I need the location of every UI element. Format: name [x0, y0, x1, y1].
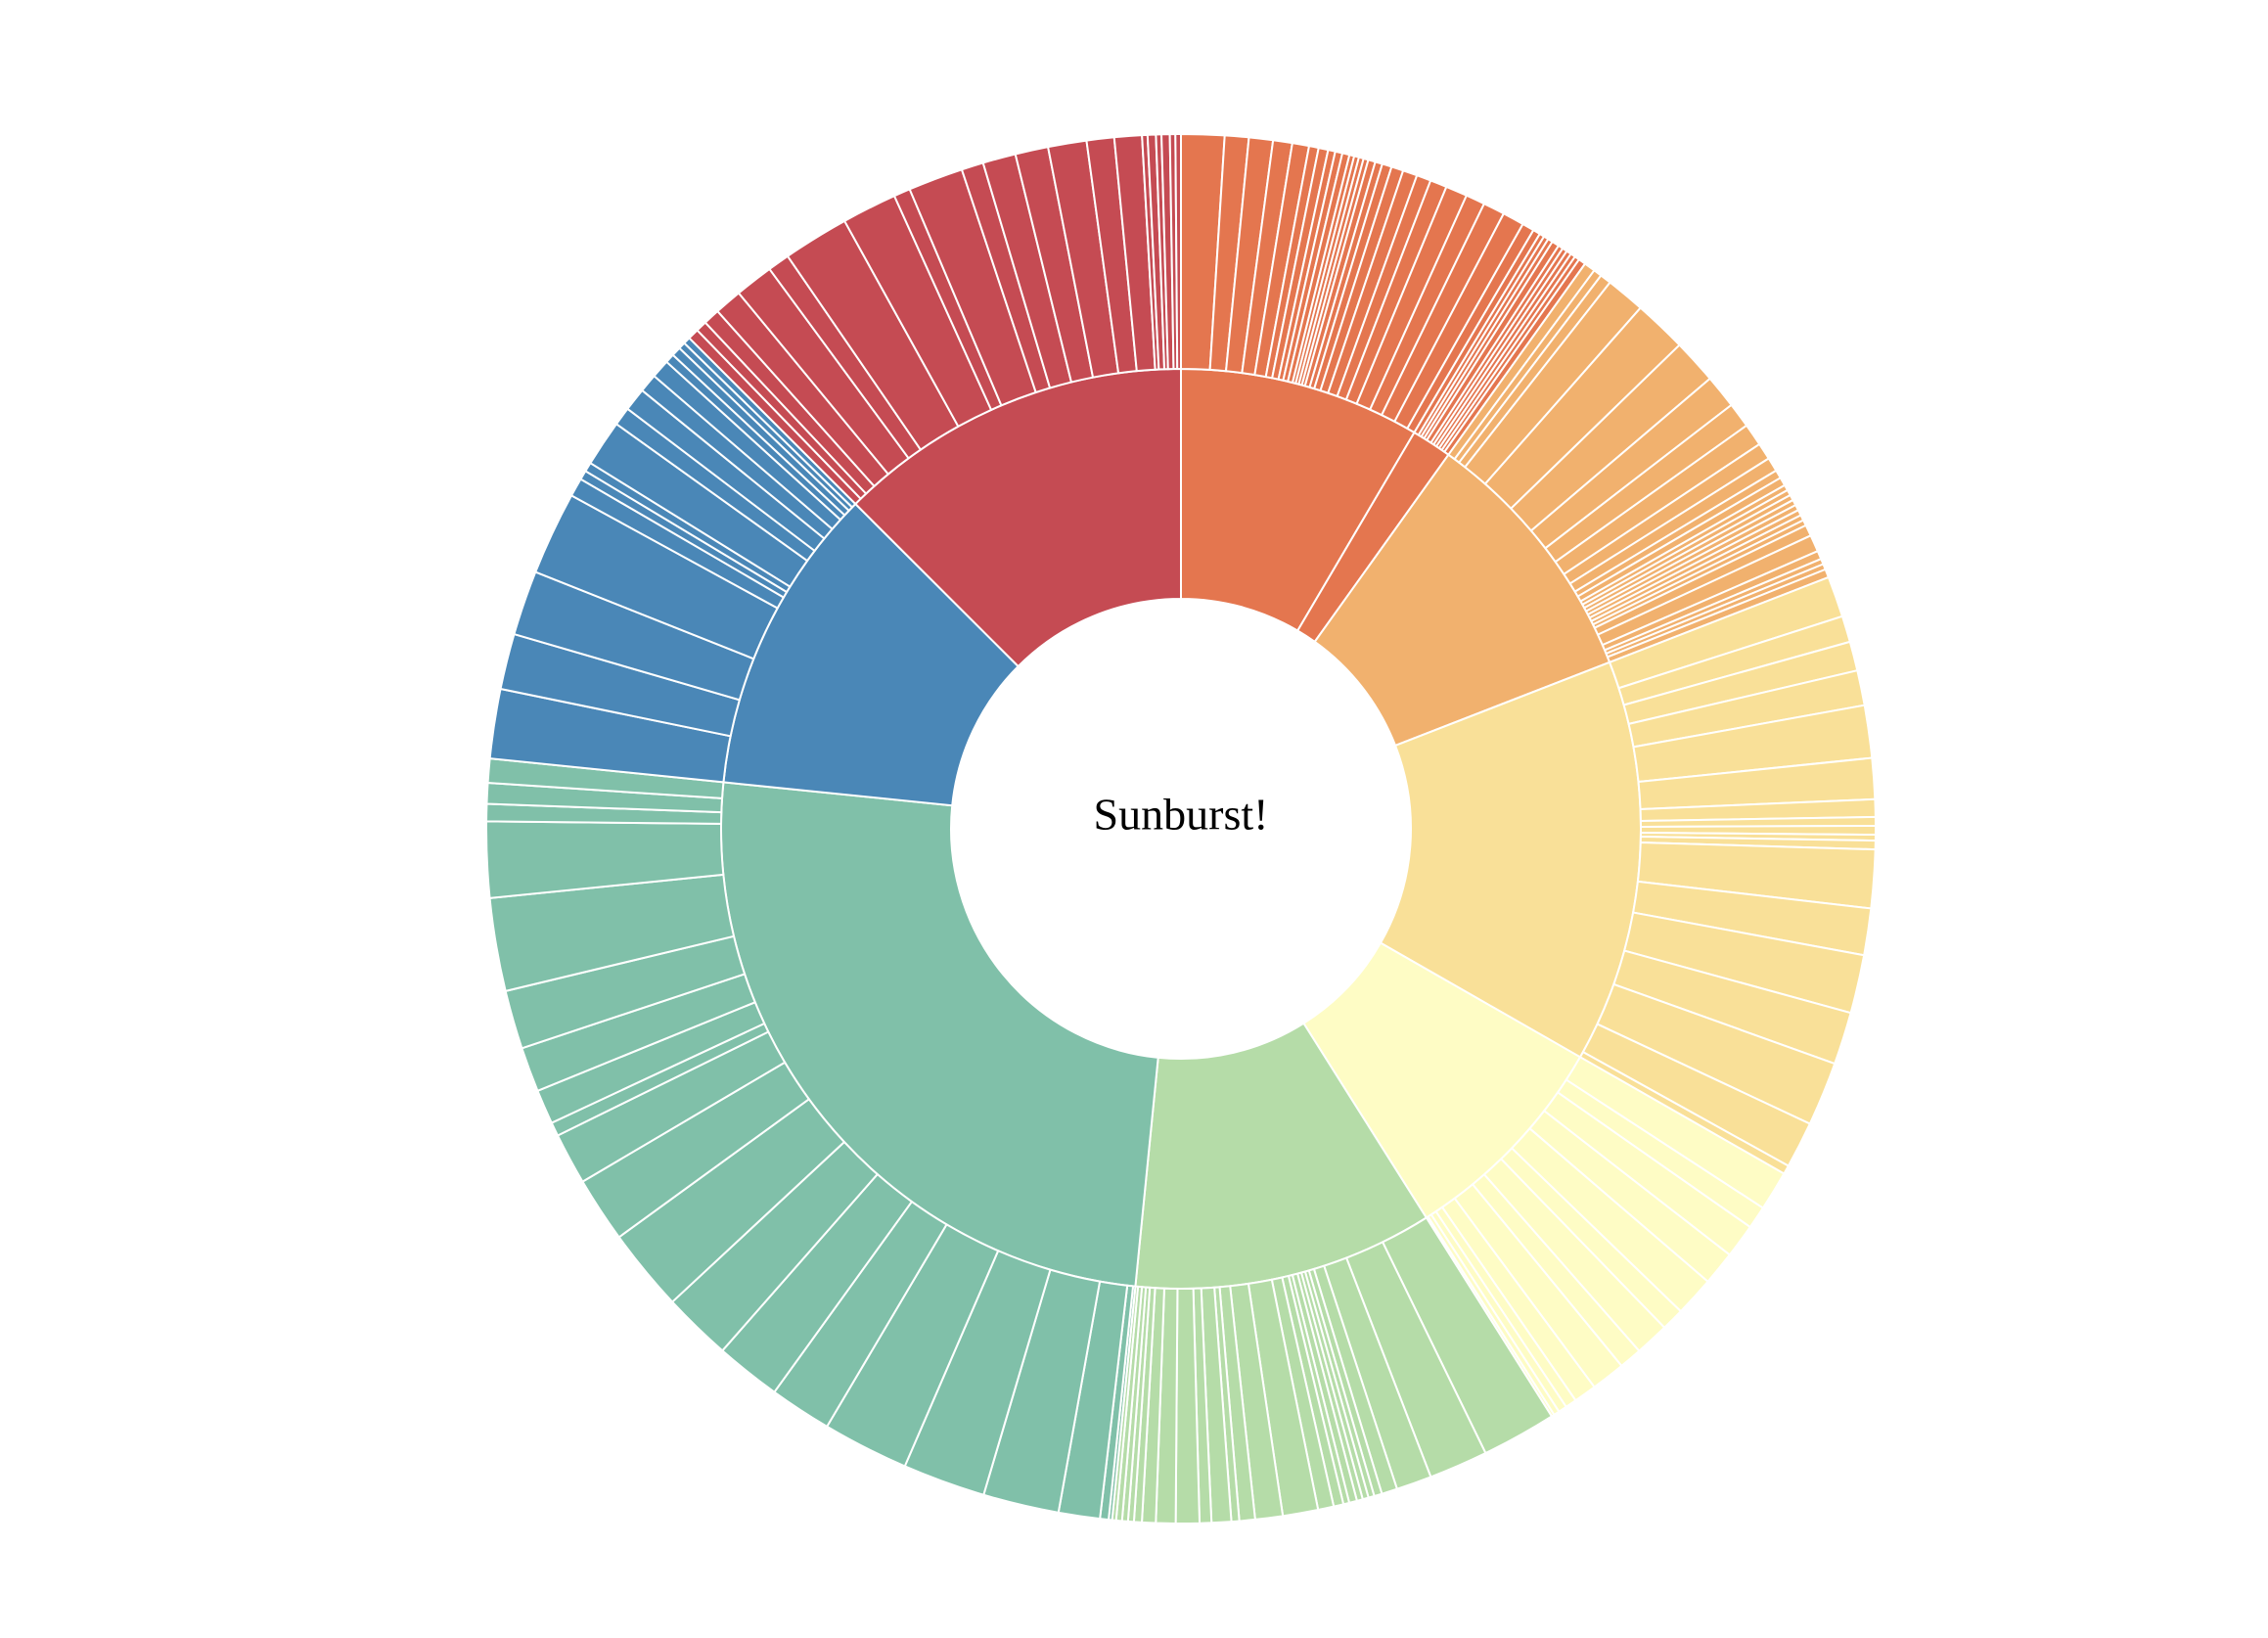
segments-layer [485, 132, 1877, 1524]
outer-segment-7-0-21 [1174, 132, 1182, 371]
chart-title: Sunburst! [1094, 790, 1269, 840]
